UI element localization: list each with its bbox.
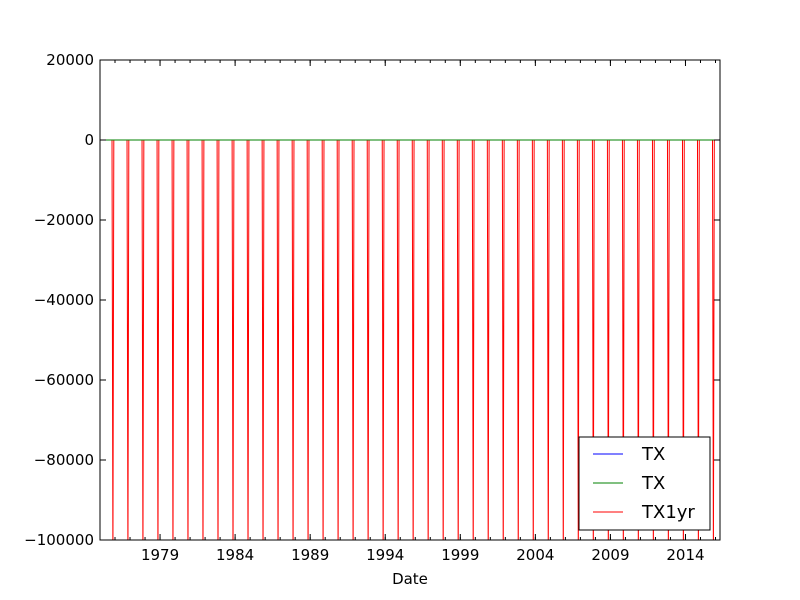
x-tick-label: 2004 <box>516 546 554 564</box>
y-tick-label: −80000 <box>34 451 94 469</box>
x-tick-label: 2009 <box>591 546 629 564</box>
x-tick-label: 2014 <box>666 546 704 564</box>
y-tick-label: −100000 <box>24 531 94 549</box>
y-tick-label: −60000 <box>34 371 94 389</box>
y-axis: 20000 0 −20000 −40000 −60000 −80000 −100000 <box>24 51 720 549</box>
x-tick-label: 1999 <box>441 546 479 564</box>
x-tick-label: 1979 <box>141 546 179 564</box>
x-axis: 1979 1984 1989 1994 1999 2004 2009 2014 <box>99 60 716 564</box>
x-tick-label: 1994 <box>366 546 404 564</box>
series-line-tx1yr <box>100 139 720 540</box>
plot-area <box>100 139 720 540</box>
x-tick-label: 1989 <box>291 546 329 564</box>
legend-label-tx-blue: TX <box>641 444 665 465</box>
y-tick-label: −40000 <box>34 291 94 309</box>
x-axis-label: Date <box>392 570 428 588</box>
x-tick-label: 1984 <box>216 546 254 564</box>
legend-label-tx1yr: TX1yr <box>641 502 695 523</box>
legend-label-tx-green: TX <box>641 473 665 494</box>
y-tick-label: 0 <box>84 131 94 149</box>
y-tick-label: 20000 <box>46 51 94 69</box>
legend: TX TX TX1yr <box>578 436 711 531</box>
y-tick-label: −20000 <box>34 211 94 229</box>
series-layer <box>100 139 720 540</box>
